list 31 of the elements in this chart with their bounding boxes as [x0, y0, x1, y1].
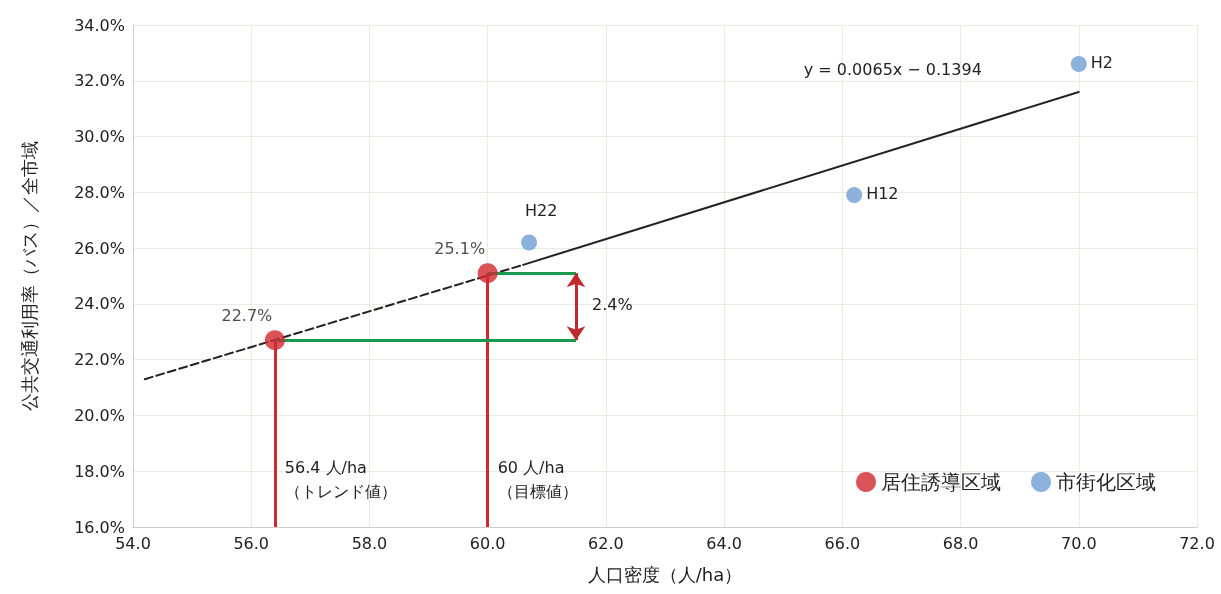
x-tick-label: 56.0 — [233, 533, 270, 553]
x-tick-label: 68.0 — [942, 533, 979, 553]
annotation: H2 — [1090, 52, 1113, 72]
y-tick-label: 22.0% — [74, 350, 125, 370]
data-label: 25.1% — [434, 238, 486, 258]
x-tick-label: 62.0 — [588, 533, 624, 553]
data-label: 22.7% — [221, 305, 273, 325]
annotation: H22 — [525, 201, 558, 221]
y-tick-label: 24.0% — [74, 294, 125, 314]
x-tick-label: 60.0 — [469, 533, 506, 553]
y-tick-label: 20.0% — [74, 405, 125, 425]
y-tick-label: 18.0% — [74, 461, 125, 481]
y-axis-title: 公共交通利用率（バス）／全市域 — [18, 141, 40, 411]
legend-label: 市街化区域 — [1056, 470, 1156, 494]
x-tick-label: 70.0 — [1060, 533, 1097, 553]
y-tick-label: 28.0% — [74, 182, 125, 202]
annotation: H12 — [866, 183, 899, 203]
legend-label: 居住誘導区域 — [881, 470, 1001, 494]
x-axis-title: 人口密度（人/ha） — [587, 563, 743, 585]
annotation: 2.4% — [591, 295, 633, 315]
ref-line-label: 56.4 人/ha （トレンド値） — [284, 457, 397, 501]
y-tick-label: 30.0% — [74, 127, 125, 147]
x-tick-label: 64.0 — [706, 533, 742, 553]
x-tick-label: 66.0 — [824, 533, 861, 553]
y-tick-label: 26.0% — [74, 238, 125, 258]
x-tick-label: 58.0 — [351, 533, 388, 553]
y-tick-label: 32.0% — [74, 71, 125, 91]
ref-line-label: 60 人/ha （目標値） — [497, 457, 578, 501]
annotation: y = 0.0065x − 0.1394 — [803, 60, 982, 80]
x-tick-label: 72.0 — [1179, 533, 1215, 553]
y-tick-label: 34.0% — [74, 15, 125, 35]
